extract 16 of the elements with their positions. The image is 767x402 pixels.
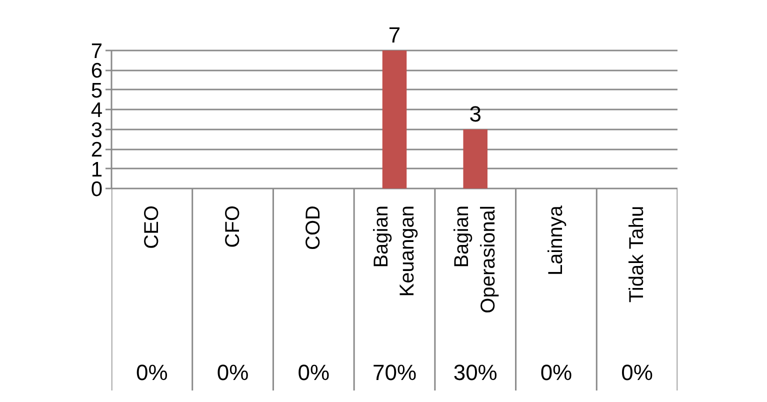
data-label: 7 — [388, 22, 401, 48]
x-tick-label: COD — [302, 205, 325, 250]
text: 0% — [216, 360, 249, 385]
text: 0% — [136, 360, 168, 385]
x-tick-label: CFO — [222, 206, 244, 248]
data-label: 3 — [469, 101, 482, 126]
text: 0% — [540, 360, 572, 385]
x-tick-label: Bagian Keuangan — [370, 205, 419, 297]
text: 0% — [621, 360, 653, 385]
x-tick-label: Tidak Tahu — [626, 206, 648, 303]
text: 30% — [453, 360, 498, 385]
x-tick-label: Lainnya — [545, 204, 568, 276]
text: 0% — [298, 360, 330, 385]
x-tick-label: CEO — [140, 205, 163, 249]
text: 70% — [372, 360, 417, 385]
x-tick-label: Bagian Operasional — [451, 205, 500, 314]
